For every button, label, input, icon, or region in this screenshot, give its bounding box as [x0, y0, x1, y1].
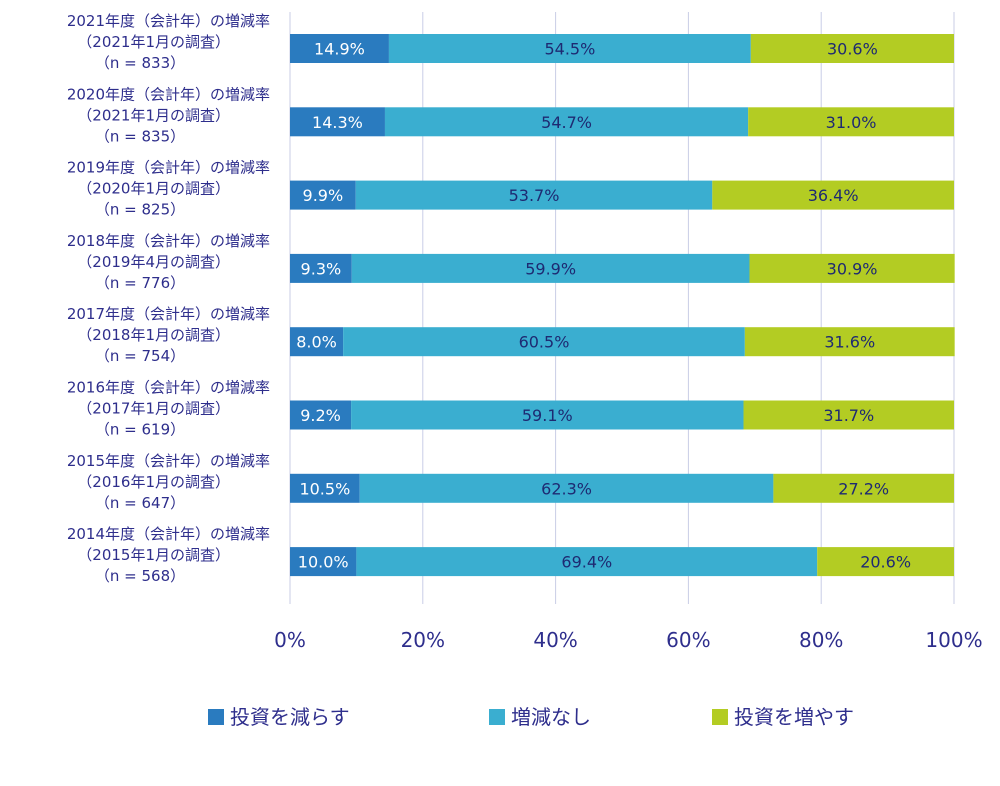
data-label: 54.5% — [544, 40, 595, 59]
legend-swatch — [489, 709, 505, 725]
data-label: 27.2% — [838, 479, 889, 498]
x-tick-label: 0% — [274, 628, 306, 652]
bar-segment — [817, 547, 954, 577]
x-tick-label: 100% — [925, 628, 982, 652]
bar-segment — [748, 107, 954, 137]
category-label: 2017年度（会計年）の増減率 — [67, 305, 270, 323]
category-label: （2018年1月の調査） — [77, 326, 230, 344]
data-label: 62.3% — [541, 479, 592, 498]
x-tick-label: 20% — [401, 628, 445, 652]
legend: 投資を減らす 増減なし 投資を増やす — [208, 705, 854, 729]
category-label: 2014年度（会計年）の増減率 — [67, 525, 270, 543]
data-label: 30.6% — [827, 40, 878, 59]
legend-swatch — [208, 709, 224, 725]
bar-segment — [290, 180, 356, 210]
x-tick-label: 60% — [666, 628, 710, 652]
data-label: 54.7% — [541, 113, 592, 132]
bar-segment — [750, 34, 954, 63]
category-label: （n = 825） — [95, 201, 185, 219]
legend-label: 投資を減らす — [230, 705, 350, 729]
bar-segment — [355, 180, 713, 210]
legend-label: 投資を増やす — [734, 705, 854, 729]
legend-label: 増減なし — [511, 705, 591, 729]
bar-segment — [290, 547, 357, 577]
data-label: 20.6% — [860, 553, 911, 572]
data-label: 8.0% — [296, 333, 337, 352]
bar-segment — [351, 400, 744, 430]
bar-segment — [290, 253, 352, 283]
bar-segment — [743, 400, 954, 430]
data-label: 9.2% — [300, 406, 341, 425]
data-label: 53.7% — [509, 186, 560, 205]
bar-segment — [744, 327, 955, 357]
data-label: 59.1% — [522, 406, 573, 425]
bar-segment — [290, 400, 352, 430]
bar-segment — [712, 180, 954, 210]
data-label: 59.9% — [525, 259, 576, 278]
bar-segment — [290, 107, 385, 137]
category-label: （n = 619） — [95, 421, 185, 439]
category-label: （2020年1月の調査） — [77, 180, 230, 198]
category-label: （n = 647） — [95, 494, 185, 512]
category-label: 2016年度（会計年）の増減率 — [67, 379, 270, 397]
x-tick-label: 80% — [799, 628, 843, 652]
category-label: 2018年度（会計年）の増減率 — [67, 232, 270, 250]
data-label: 36.4% — [808, 186, 859, 205]
bar-segment — [388, 34, 751, 63]
category-label: 2015年度（会計年）の増減率 — [67, 452, 270, 470]
data-label: 31.6% — [824, 333, 875, 352]
data-label: 9.3% — [301, 259, 342, 278]
category-labels: 2021年度（会計年）の増減率 （2021年1月の調査） （n = 833） 2020… — [67, 12, 270, 585]
bar-segment — [343, 327, 745, 357]
bar-segment — [351, 253, 750, 283]
bar-series: 14.9% 54.5% 30.6% 14.3% 54.7% 31.0% 9.9% 53.7% 3… — [290, 34, 955, 577]
category-label: （n = 835） — [95, 127, 185, 145]
category-label: （2015年1月の調査） — [77, 546, 230, 564]
data-label: 14.3% — [312, 113, 363, 132]
bar-segment — [290, 327, 344, 357]
grid-lines — [289, 12, 955, 604]
bar-segment — [773, 473, 954, 503]
data-label: 10.5% — [299, 479, 350, 498]
category-label: 2019年度（会計年）の増減率 — [67, 159, 270, 177]
x-axis-ticks: 0% 20% 40% 60% 80% 100% — [274, 628, 982, 652]
data-label: 14.9% — [314, 40, 365, 59]
category-label: （2021年1月の調査） — [77, 33, 230, 51]
category-label: （n = 754） — [95, 347, 185, 365]
category-label: （2017年1月の調査） — [77, 400, 230, 418]
data-label: 60.5% — [519, 333, 570, 352]
bar-segment — [356, 547, 818, 577]
category-label: （n = 833） — [95, 54, 185, 72]
category-label: （n = 568） — [95, 567, 185, 585]
category-label: 2020年度（会計年）の増減率 — [67, 85, 270, 103]
data-label: 31.0% — [826, 113, 877, 132]
category-label: （2019年4月の調査） — [77, 253, 230, 271]
data-label: 10.0% — [298, 553, 349, 572]
data-label: 31.7% — [823, 406, 874, 425]
bar-segment — [290, 34, 389, 63]
bar-segment — [749, 253, 955, 283]
data-label: 9.9% — [303, 186, 344, 205]
bar-segment — [384, 107, 749, 137]
bar-segment — [359, 473, 774, 503]
x-tick-label: 40% — [533, 628, 577, 652]
category-label: （2016年1月の調査） — [77, 473, 230, 491]
data-label: 69.4% — [561, 553, 612, 572]
data-label: 30.9% — [827, 259, 878, 278]
bar-segment — [290, 473, 360, 503]
category-label: （2021年1月の調査） — [77, 106, 230, 124]
legend-swatch — [712, 709, 728, 725]
category-label: 2021年度（会計年）の増減率 — [67, 12, 270, 30]
category-label: （n = 776） — [95, 274, 185, 292]
